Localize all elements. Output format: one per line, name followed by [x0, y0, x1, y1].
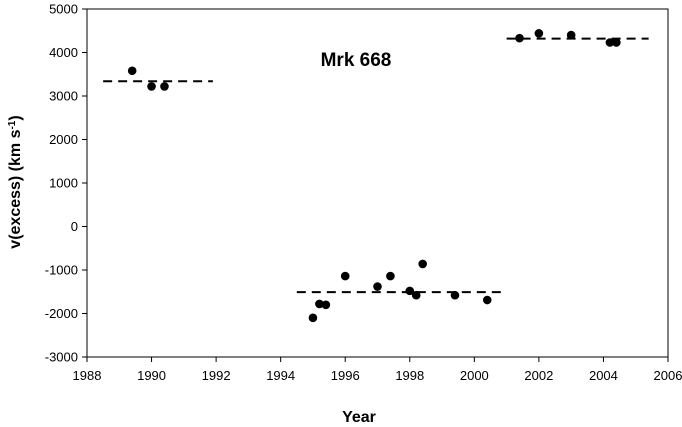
y-tick-label: -2000 [45, 306, 78, 321]
y-tick-label: 3000 [49, 89, 78, 104]
data-point [450, 290, 460, 300]
x-tick-label: 1994 [266, 368, 295, 383]
data-point [534, 29, 544, 38]
data-point [418, 259, 427, 269]
y-axis-title: v(excess) (km s-1) [7, 115, 25, 248]
data-point [127, 66, 137, 76]
y-tick-label: -1000 [45, 263, 78, 278]
x-tick-label: 1990 [137, 368, 166, 383]
y-tick-label: 2000 [49, 132, 78, 147]
data-point [373, 282, 382, 291]
x-tick-label: 1988 [73, 368, 102, 383]
data-point [321, 300, 331, 310]
data-point [515, 33, 524, 43]
data-point [411, 290, 421, 300]
data-point [147, 82, 156, 91]
x-tick-label: 1998 [395, 368, 424, 383]
data-point [482, 295, 492, 305]
y-tick-labels: -3000 -2000 -1000 0 1000 2000 3000 4000 5000 [45, 2, 78, 365]
x-tick-label: 1996 [331, 368, 360, 383]
reference-lines [103, 37, 649, 294]
y-axis-title-end: ) [7, 115, 24, 120]
data-point [386, 271, 395, 281]
data-points [127, 29, 621, 323]
data-point [340, 271, 350, 281]
chart-annotation: Mrk 668 [321, 50, 392, 71]
x-tick-label: 2000 [460, 368, 489, 383]
x-tick-label: 2002 [524, 368, 553, 383]
data-point [612, 38, 621, 47]
y-tick-label: 1000 [49, 176, 78, 191]
y-tick-label: 4000 [49, 45, 78, 60]
data-point [160, 82, 169, 91]
y-tick-label: -3000 [45, 350, 78, 365]
x-axis-title: Year [342, 409, 376, 426]
data-point [308, 313, 318, 323]
data-point [605, 38, 615, 47]
x-tick-label: 2006 [654, 368, 682, 383]
y-tick-label: 5000 [49, 2, 78, 17]
x-tick-label: 2004 [589, 368, 618, 383]
y-axis-title-sup: -1 [7, 120, 18, 129]
x-tick-labels: 1988 1990 1992 1994 1996 1998 2000 2002 2004 2006 [73, 368, 682, 383]
y-axis-title-main: v(excess) (km s [7, 129, 24, 248]
axes [82, 8, 669, 362]
data-point [315, 299, 324, 309]
data-point [566, 30, 576, 40]
x-tick-label: 1992 [202, 368, 231, 383]
y-tick-label: 0 [71, 219, 78, 234]
data-point [405, 286, 415, 296]
